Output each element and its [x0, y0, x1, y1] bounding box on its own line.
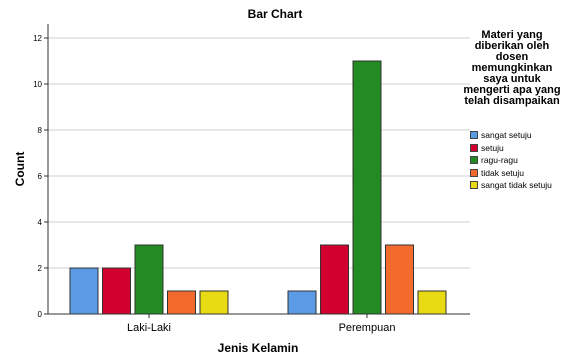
y-axis-ticks: 0 2 4 6 8 10 12 [33, 34, 48, 319]
bar-sangat-setuju-laki-laki [69, 267, 99, 315]
legend-item: ragu-ragu [470, 154, 552, 167]
legend-swatch [470, 181, 478, 190]
y-tick-label: 12 [33, 34, 42, 43]
bar-sangat-setuju-perempuan [287, 290, 317, 315]
legend-label: ragu-ragu [481, 155, 518, 166]
bar-sangat-tidak-setuju-laki-laki [199, 290, 229, 315]
legend-swatch [470, 156, 478, 165]
legend-title: Materi yang diberikan oleh dosen memungk… [463, 29, 561, 107]
y-tick-label: 8 [38, 126, 43, 135]
y-tick-label: 2 [38, 264, 43, 273]
bar-setuju-laki-laki [102, 267, 131, 315]
bar-tidak-setuju-laki-laki [167, 290, 196, 315]
legend-item: tidak setuju [470, 167, 552, 180]
x-axis-label: Jenis Kelamin [218, 341, 299, 355]
legend-label: sangat setuju [481, 130, 532, 141]
bars [69, 60, 447, 315]
legend-swatch [470, 131, 478, 140]
legend-label: setuju [481, 142, 504, 153]
chart-title: Bar Chart [248, 7, 303, 21]
y-tick-label: 4 [38, 218, 43, 227]
bar-sangat-tidak-setuju-perempuan [417, 290, 447, 315]
legend-swatch [470, 168, 478, 177]
bar-ragu-ragu-laki-laki [134, 244, 164, 315]
x-tick-label: Laki-Laki [127, 322, 171, 334]
legend-item: sangat tidak setuju [470, 179, 552, 192]
x-tick-label: Perempuan [339, 322, 396, 334]
legend: sangat setuju setuju ragu-ragu tidak setuju… [470, 129, 552, 192]
legend-swatch [470, 143, 478, 152]
legend-label: sangat tidak setuju [481, 180, 552, 191]
y-tick-label: 0 [38, 310, 43, 319]
y-tick-label: 6 [38, 172, 43, 181]
bar-ragu-ragu-perempuan [352, 60, 382, 315]
y-axis-label: Count [13, 152, 27, 187]
bar-setuju-perempuan [320, 244, 349, 315]
gridlines [48, 37, 470, 269]
y-tick-label: 10 [33, 80, 42, 89]
x-axis-ticks: Laki-Laki Perempuan [127, 314, 395, 334]
legend-label: tidak setuju [481, 167, 524, 178]
legend-item: sangat setuju [470, 129, 552, 142]
bar-tidak-setuju-perempuan [385, 244, 414, 315]
legend-item: setuju [470, 142, 552, 155]
